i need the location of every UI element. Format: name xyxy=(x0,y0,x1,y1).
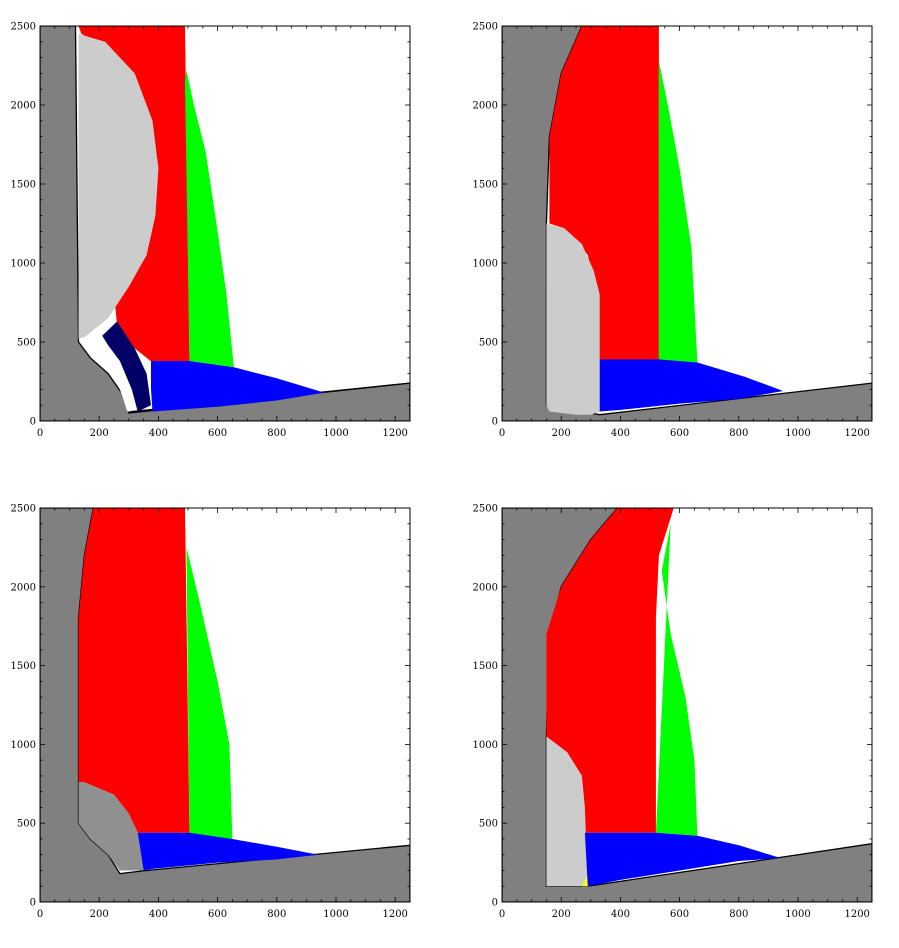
y-tick-label: 2000 xyxy=(11,582,36,593)
region-navy-5 xyxy=(102,321,151,412)
plot-frame xyxy=(501,507,873,903)
region-red-2 xyxy=(78,26,190,363)
region-blue-4 xyxy=(137,832,319,871)
region-white-edge-7 xyxy=(81,340,131,412)
x-tick-label: 1000 xyxy=(323,909,348,920)
y-tick-label: 0 xyxy=(492,417,498,428)
region-light-gray-4 xyxy=(78,33,159,339)
x-tick-label: 200 xyxy=(90,428,109,439)
x-tick-label: 600 xyxy=(670,428,689,439)
y-tick-label: 2000 xyxy=(473,582,498,593)
region-green-2 xyxy=(655,523,698,836)
panel-bottom-right: 0 200 400 600 800 1000 1200 0 500 1000 1500 2000 250… xyxy=(473,504,873,921)
x-tick-label: 400 xyxy=(611,428,630,439)
plot-frame xyxy=(39,25,411,422)
tick-labels: 0 200 400 600 800 1000 1200 0 500 1000 1500 2000 250… xyxy=(473,22,870,440)
x-tick-label: 200 xyxy=(90,909,109,920)
x-tick-label: 200 xyxy=(552,428,571,439)
y-tick-label: 1000 xyxy=(11,740,36,751)
region-light-gray-3 xyxy=(546,736,588,887)
y-tick-label: 0 xyxy=(30,898,36,909)
regions xyxy=(40,26,410,421)
panel-top-left: 0 200 400 600 800 1000 1200 0 500 1000 1500 2000 250… xyxy=(11,22,411,440)
y-tick-label: 2500 xyxy=(473,22,498,33)
y-tick-label: 1000 xyxy=(473,740,498,751)
y-tick-label: 500 xyxy=(479,819,498,830)
tick-labels: 0 200 400 600 800 1000 1200 0 500 1000 1500 2000 250… xyxy=(473,504,870,921)
x-tick-label: 400 xyxy=(149,428,168,439)
y-tick-label: 1500 xyxy=(11,661,36,672)
axis-ticks xyxy=(39,507,411,903)
x-tick-label: 0 xyxy=(499,909,505,920)
region-gray-1 xyxy=(40,26,410,421)
y-tick-label: 500 xyxy=(17,338,36,349)
panel-bottom-left: 0 200 400 600 800 1000 1200 0 500 1000 1500 2000 250… xyxy=(11,504,411,921)
x-tick-label: 0 xyxy=(37,909,43,920)
x-tick-label: 800 xyxy=(267,428,286,439)
region-green-3 xyxy=(185,70,234,368)
plot-frame xyxy=(39,507,411,903)
tick-labels: 0 200 400 600 800 1000 1200 0 500 1000 1500 2000 250… xyxy=(11,504,408,921)
region-light-gray-3 xyxy=(546,223,600,415)
x-tick-label: 400 xyxy=(611,909,630,920)
y-tick-label: 1000 xyxy=(11,259,36,270)
x-tick-label: 1200 xyxy=(844,909,869,920)
regions xyxy=(502,508,872,902)
y-tick-label: 500 xyxy=(479,338,498,349)
x-tick-label: 200 xyxy=(552,909,571,920)
y-tick-label: 500 xyxy=(17,819,36,830)
axis-ticks xyxy=(501,25,873,422)
y-tick-label: 2500 xyxy=(473,504,498,515)
y-tick-label: 1500 xyxy=(11,180,36,191)
x-tick-label: 600 xyxy=(208,428,227,439)
y-tick-label: 2500 xyxy=(11,504,36,515)
y-tick-label: 1000 xyxy=(473,259,498,270)
x-tick-label: 400 xyxy=(149,909,168,920)
x-tick-label: 1000 xyxy=(785,428,810,439)
regions xyxy=(502,26,872,421)
axis-ticks xyxy=(501,507,873,903)
axis-ticks xyxy=(39,25,411,422)
x-tick-label: 800 xyxy=(729,909,748,920)
region-blue-5 xyxy=(584,832,781,887)
x-tick-label: 1200 xyxy=(844,428,869,439)
region-red-1 xyxy=(549,26,659,361)
x-tick-label: 800 xyxy=(729,428,748,439)
panel-top-right: 0 200 400 600 800 1000 1200 0 500 1000 1500 2000 250… xyxy=(473,22,873,440)
x-tick-label: 600 xyxy=(208,909,227,920)
y-tick-label: 0 xyxy=(492,898,498,909)
region-green-2 xyxy=(658,60,698,363)
region-light-gray-3 xyxy=(78,782,144,871)
regions xyxy=(40,508,410,902)
x-tick-label: 0 xyxy=(499,428,505,439)
x-tick-label: 1200 xyxy=(382,909,407,920)
x-tick-label: 1200 xyxy=(382,428,407,439)
region-red-1 xyxy=(78,508,190,833)
x-tick-label: 1000 xyxy=(785,909,810,920)
y-tick-label: 1500 xyxy=(473,661,498,672)
x-tick-label: 1000 xyxy=(323,428,348,439)
plot-frame xyxy=(501,25,873,422)
region-red-1 xyxy=(546,508,674,833)
y-tick-label: 2000 xyxy=(473,101,498,112)
y-tick-label: 0 xyxy=(30,417,36,428)
region-green-2 xyxy=(186,547,233,839)
y-tick-label: 2500 xyxy=(11,22,36,33)
region-blue-6 xyxy=(151,361,325,412)
y-tick-label: 2000 xyxy=(11,101,36,112)
x-tick-label: 800 xyxy=(267,909,286,920)
y-tick-label: 1500 xyxy=(473,180,498,191)
tick-labels: 0 200 400 600 800 1000 1200 0 500 1000 1500 2000 250… xyxy=(11,22,408,440)
region-blue-4 xyxy=(599,359,784,412)
x-tick-label: 0 xyxy=(37,428,43,439)
x-tick-label: 600 xyxy=(670,909,689,920)
